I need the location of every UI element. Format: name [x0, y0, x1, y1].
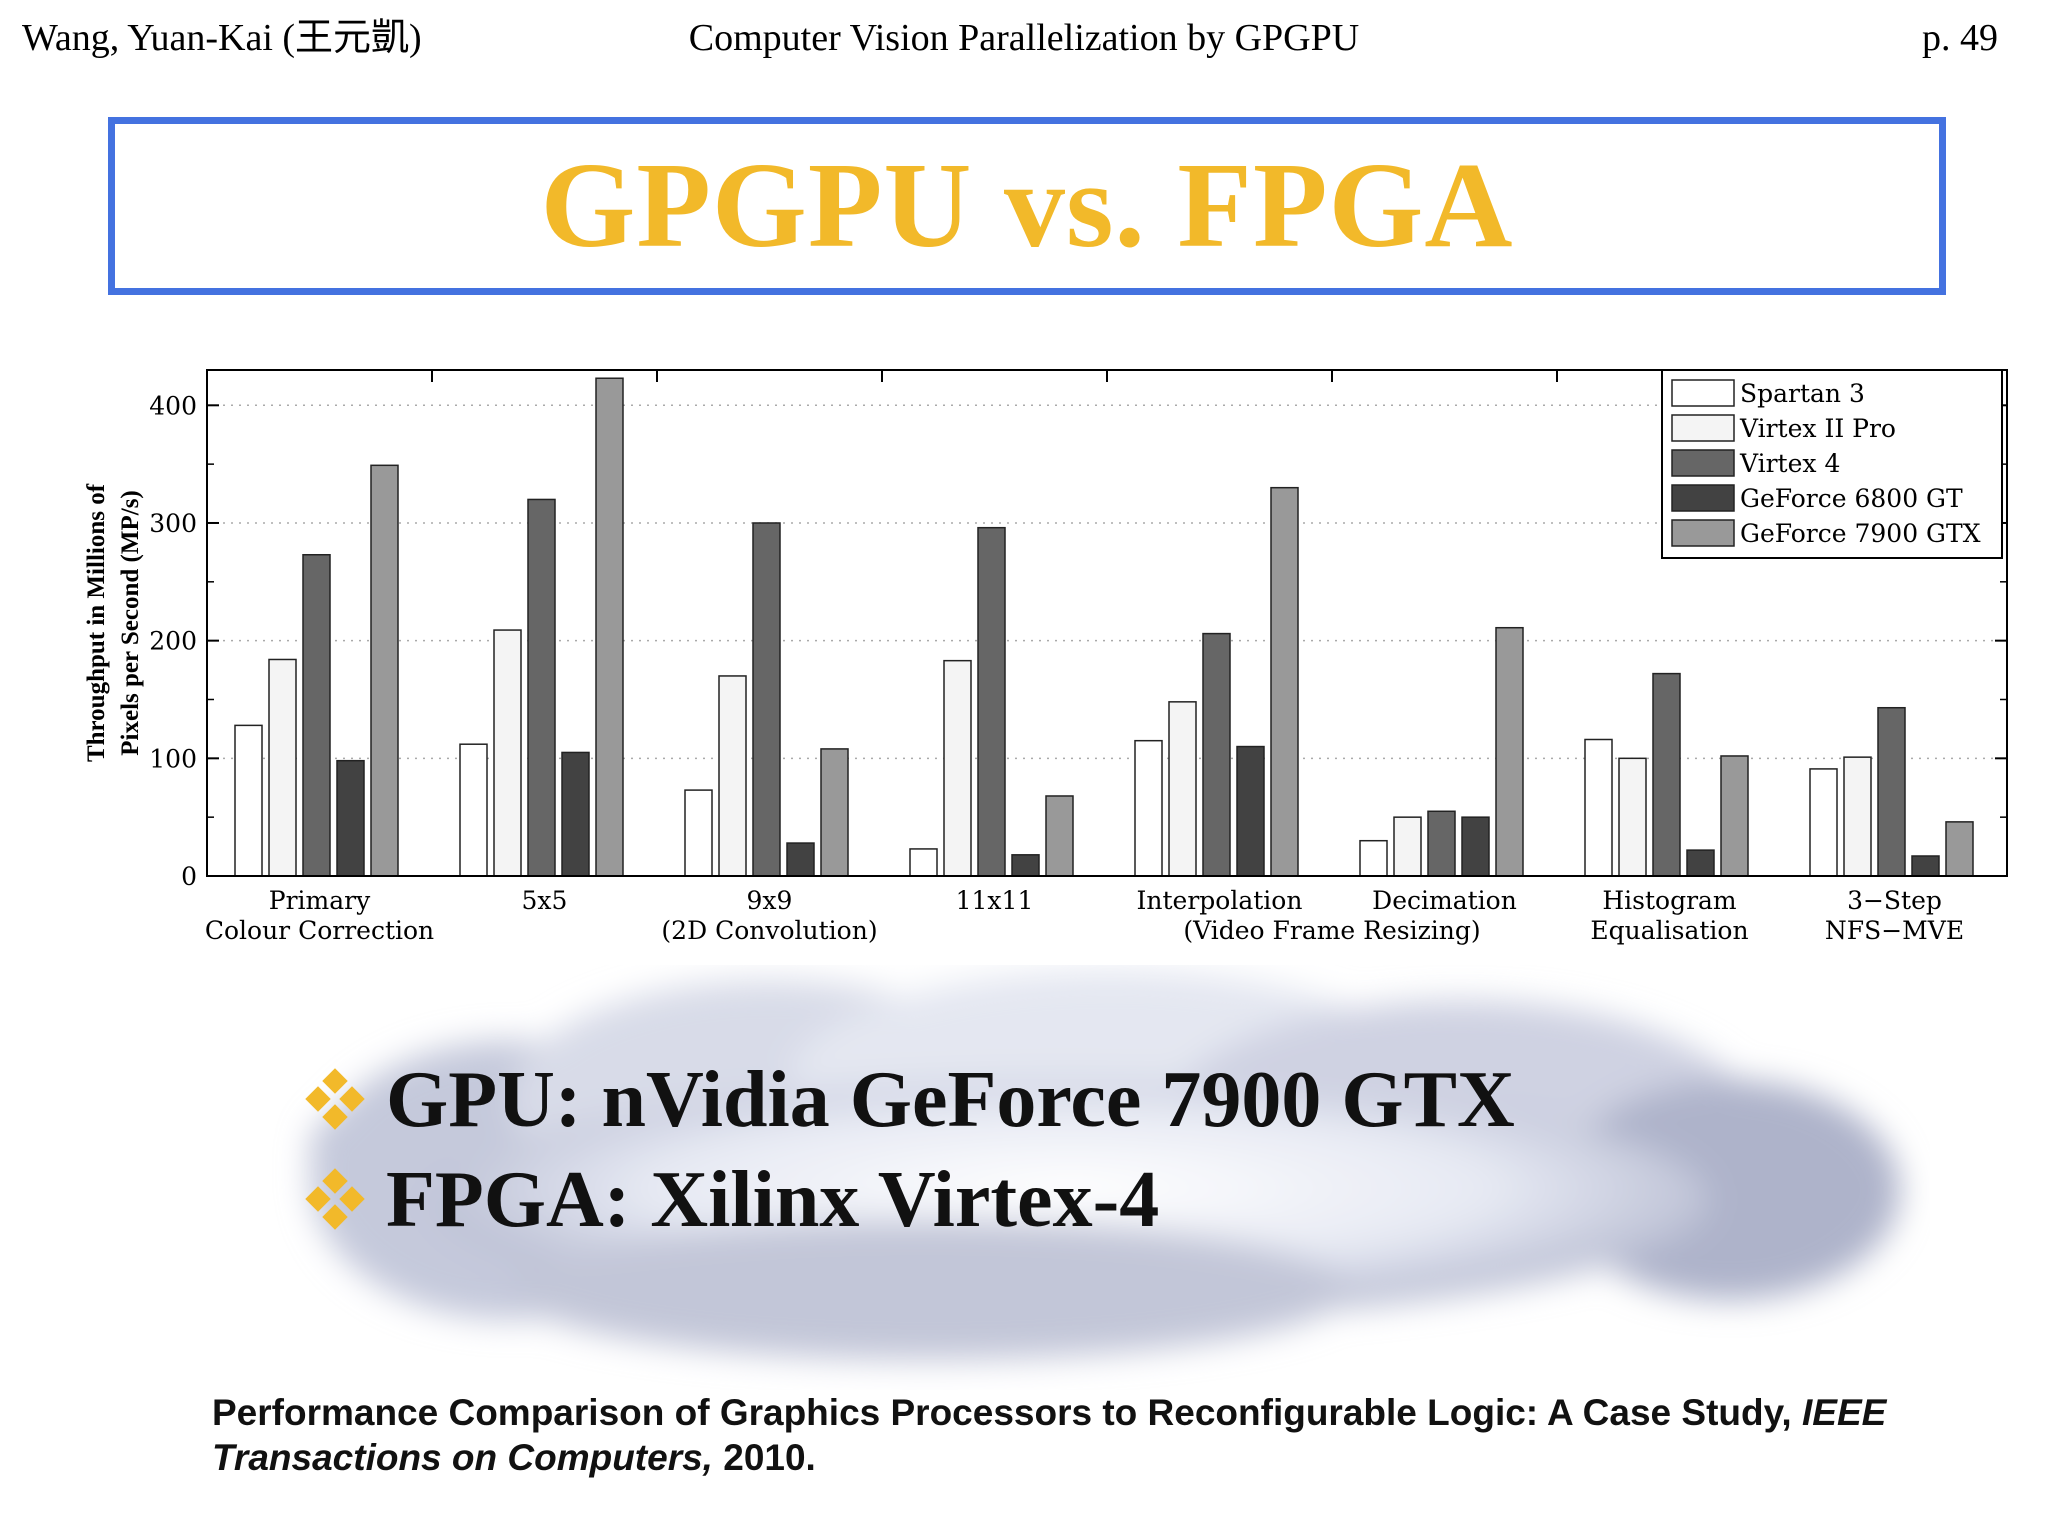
x-category-label: Primary — [269, 886, 371, 915]
bullet-item-fpga: FPGA: Xilinx Virtex-4 — [304, 1150, 1515, 1250]
x-category-label-line2: (2D Convolution) — [661, 916, 877, 945]
bar — [493, 629, 522, 877]
x-category-label: 11x11 — [956, 886, 1034, 915]
bullet-list: GPU: nVidia GeForce 7900 GTX FPGA: Xilin… — [304, 1050, 1515, 1250]
diamond-bullet-icon — [305, 1168, 365, 1230]
legend-swatch — [1671, 484, 1735, 512]
bar — [1618, 757, 1647, 877]
bar — [909, 848, 938, 877]
bar — [1911, 855, 1940, 877]
bar — [943, 659, 972, 877]
x-category-label: 5x5 — [522, 886, 568, 915]
course-title: Computer Vision Parallelization by GPGPU — [688, 17, 1360, 59]
bar — [977, 526, 1006, 877]
legend-swatch — [1671, 414, 1735, 442]
citation-year: 2010. — [712, 1437, 816, 1478]
bar — [718, 675, 747, 877]
legend-label: Virtex II Pro — [1739, 414, 1896, 443]
bar — [752, 522, 781, 877]
citation-title: Performance Comparison of Graphics Proce… — [212, 1392, 1802, 1433]
slide-title-box: GPGPU vs. FPGA — [108, 117, 1946, 295]
x-category-label-line2: Equalisation — [1590, 916, 1748, 945]
diamond-bullet-icon — [305, 1068, 365, 1130]
bar — [1393, 816, 1422, 877]
bar — [1168, 701, 1197, 877]
legend-swatch — [1671, 519, 1735, 547]
x-category-label: 3−Step — [1847, 886, 1942, 915]
x-category-label: Interpolation — [1137, 886, 1303, 915]
bar — [820, 748, 849, 877]
bar — [527, 498, 556, 877]
y-axis-label-line1: Throughput in Millions of — [83, 483, 110, 762]
slide-title: GPGPU vs. FPGA — [540, 138, 1514, 273]
legend-label: Spartan 3 — [1740, 379, 1865, 408]
bar — [1045, 795, 1074, 877]
bullet-item-gpu: GPU: nVidia GeForce 7900 GTX — [304, 1050, 1515, 1150]
bar — [684, 789, 713, 877]
bar — [1584, 738, 1613, 877]
bar — [268, 658, 297, 877]
legend-swatch — [1671, 379, 1735, 407]
bar — [1877, 706, 1906, 877]
bar — [1495, 626, 1524, 877]
bullet-text: FPGA: Xilinx Virtex-4 — [386, 1156, 1160, 1244]
citation: Performance Comparison of Graphics Proce… — [212, 1390, 1912, 1480]
bar — [1427, 810, 1456, 877]
x-category-label-line2: Colour Correction — [205, 916, 434, 945]
bar — [786, 842, 815, 877]
bar — [1720, 755, 1749, 877]
bar — [1652, 672, 1681, 877]
bar — [336, 759, 365, 877]
author-name: Wang, Yuan-Kai (王元凱) — [22, 17, 422, 59]
page-number: p. 49 — [1922, 17, 1998, 59]
bar — [1011, 854, 1040, 877]
bar — [595, 377, 624, 877]
legend-swatch — [1671, 449, 1735, 477]
bar — [1202, 632, 1231, 877]
bar — [1236, 745, 1265, 877]
y-tick-label: 400 — [149, 391, 197, 420]
bar — [234, 724, 263, 877]
bullet-text: GPU: nVidia GeForce 7900 GTX — [386, 1056, 1515, 1144]
bar — [370, 464, 399, 877]
x-group-label: (Video Frame Resizing) — [1183, 916, 1480, 945]
bar — [1270, 486, 1299, 877]
chart-legend: Spartan 3 Virtex II Pro Virtex 4 GeForce 68… — [1661, 369, 2003, 559]
bar — [1843, 756, 1872, 877]
bar — [1686, 849, 1715, 877]
legend-label: GeForce 6800 GT — [1740, 484, 1963, 513]
cloud-background-image — [310, 970, 1900, 1360]
y-tick-label: 300 — [149, 509, 197, 538]
bar — [1134, 739, 1163, 877]
x-category-label: Histogram — [1602, 886, 1737, 915]
bar — [1461, 816, 1490, 877]
bar — [1359, 839, 1388, 877]
bar — [561, 751, 590, 877]
y-axis-label-line2: Pixels per Second (MP/s) — [117, 490, 144, 755]
x-category-label: Decimation — [1372, 886, 1517, 915]
bar — [1809, 768, 1838, 877]
bar — [302, 553, 331, 877]
x-category-label-line2: NFS−MVE — [1825, 916, 1964, 945]
citation-journal: IEEE Transactions on Computers, — [212, 1392, 1887, 1478]
y-tick-label: 200 — [149, 627, 197, 656]
x-category-label: 9x9 — [747, 886, 793, 915]
y-tick-label: 0 — [181, 862, 197, 891]
bar — [459, 743, 488, 877]
y-tick-label: 100 — [149, 744, 197, 773]
legend-label: Virtex 4 — [1739, 449, 1840, 478]
bar — [1945, 821, 1974, 877]
legend-label: GeForce 7900 GTX — [1740, 519, 1981, 548]
